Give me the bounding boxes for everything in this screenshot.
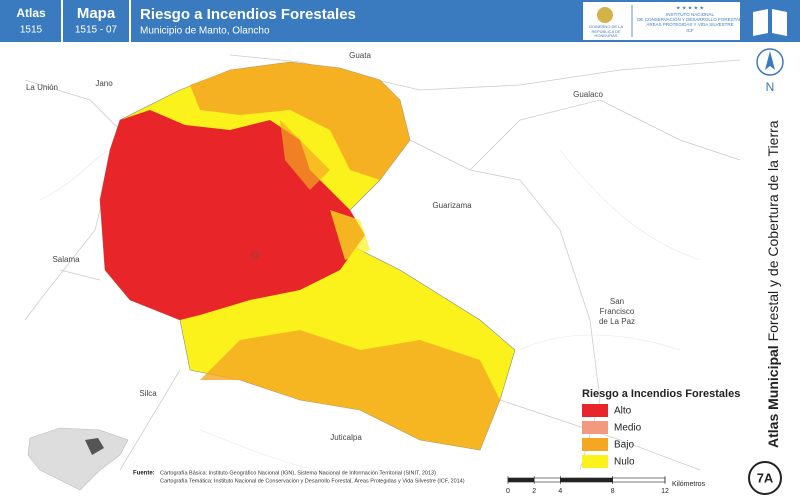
sources-label: Fuente:: [133, 471, 155, 477]
place-label: Guarizama: [432, 201, 472, 210]
place-label: San: [610, 297, 624, 306]
scale-tick-label: 12: [661, 488, 669, 495]
scale-tick-label: 8: [611, 488, 615, 495]
place-label: Gualaco: [573, 90, 603, 99]
badge: [748, 461, 782, 495]
mapa-code: 1515 - 07: [75, 25, 118, 36]
place-label: La Unión: [26, 83, 58, 92]
sources-line: Cartografía Temática: Instituto Nacional…: [160, 477, 465, 484]
side-title-rest: Forestal y de Cobertura de la Tierra: [765, 120, 781, 341]
scale-segment: [533, 477, 561, 483]
scale-segment: [612, 477, 666, 483]
place-label: Silca: [139, 389, 157, 398]
scale-tick-label: 4: [558, 488, 562, 495]
place-label: Francisco: [600, 307, 635, 316]
logo-right-text: INSTITUTO NACIONAL: [666, 12, 714, 17]
inset-map: [27, 427, 129, 491]
subtitle: Municipio de Manto, Olancho: [140, 26, 270, 37]
place-label: Juticalpa: [330, 433, 362, 442]
place-label: de La Paz: [599, 317, 635, 326]
atlas-label: Atlas: [16, 6, 46, 20]
logo-left-text: GOBIERNO DE LA REPÚBLICA DE HONDURAS: [588, 25, 624, 38]
legend-label: Bajo: [614, 440, 634, 451]
badge-text: 7A: [757, 470, 774, 485]
scale-segment: [560, 477, 613, 483]
place-label: Salama: [52, 255, 80, 264]
title: Riesgo a Incendios Forestales: [140, 6, 356, 23]
legend-swatch: [582, 438, 608, 451]
legend-label: Medio: [614, 423, 642, 434]
legend-swatch: [582, 455, 608, 468]
legend-label: Alto: [614, 406, 632, 417]
sources-line: Cartografía Básica: Instituto Geográfico…: [160, 470, 436, 476]
legend-swatch: [582, 404, 608, 417]
legend-title: Riesgo a Incendios Forestales: [582, 388, 740, 400]
legend: Riesgo a Incendios Forestales Alto Medio B…: [582, 388, 740, 468]
scale-tick-label: 0: [506, 488, 510, 495]
mapa-label: Mapa: [77, 5, 116, 22]
legend-label: Nulo: [614, 457, 635, 468]
scale-unit: Kilómetros: [672, 481, 706, 488]
logo-right-text: ÁREAS PROTEGIDAS Y VIDA SILVESTRE: [646, 21, 733, 27]
scale-tick-label: 2: [532, 488, 536, 495]
svg-text:★ ★ ★ ★ ★: ★ ★ ★ ★ ★: [676, 5, 704, 11]
place-label: Jano: [95, 79, 113, 88]
scale-segment: [507, 477, 535, 483]
logo-emblem: [597, 7, 613, 23]
side-title: Atlas Municipal Forestal y de Cobertura …: [765, 120, 781, 448]
place-label: Guata: [349, 51, 371, 60]
legend-swatch: [582, 421, 608, 434]
municipality: [99, 61, 516, 451]
atlas-code: 1515: [20, 25, 43, 36]
book-icon: [753, 9, 787, 36]
logo-right-text: ICF: [686, 28, 694, 33]
logo-right-text: DE CONSERVACIÓN Y DESARROLLO FORESTAL,: [637, 16, 743, 22]
side-title-bold: Atlas Municipal: [765, 345, 781, 448]
north-label: N: [766, 80, 775, 94]
